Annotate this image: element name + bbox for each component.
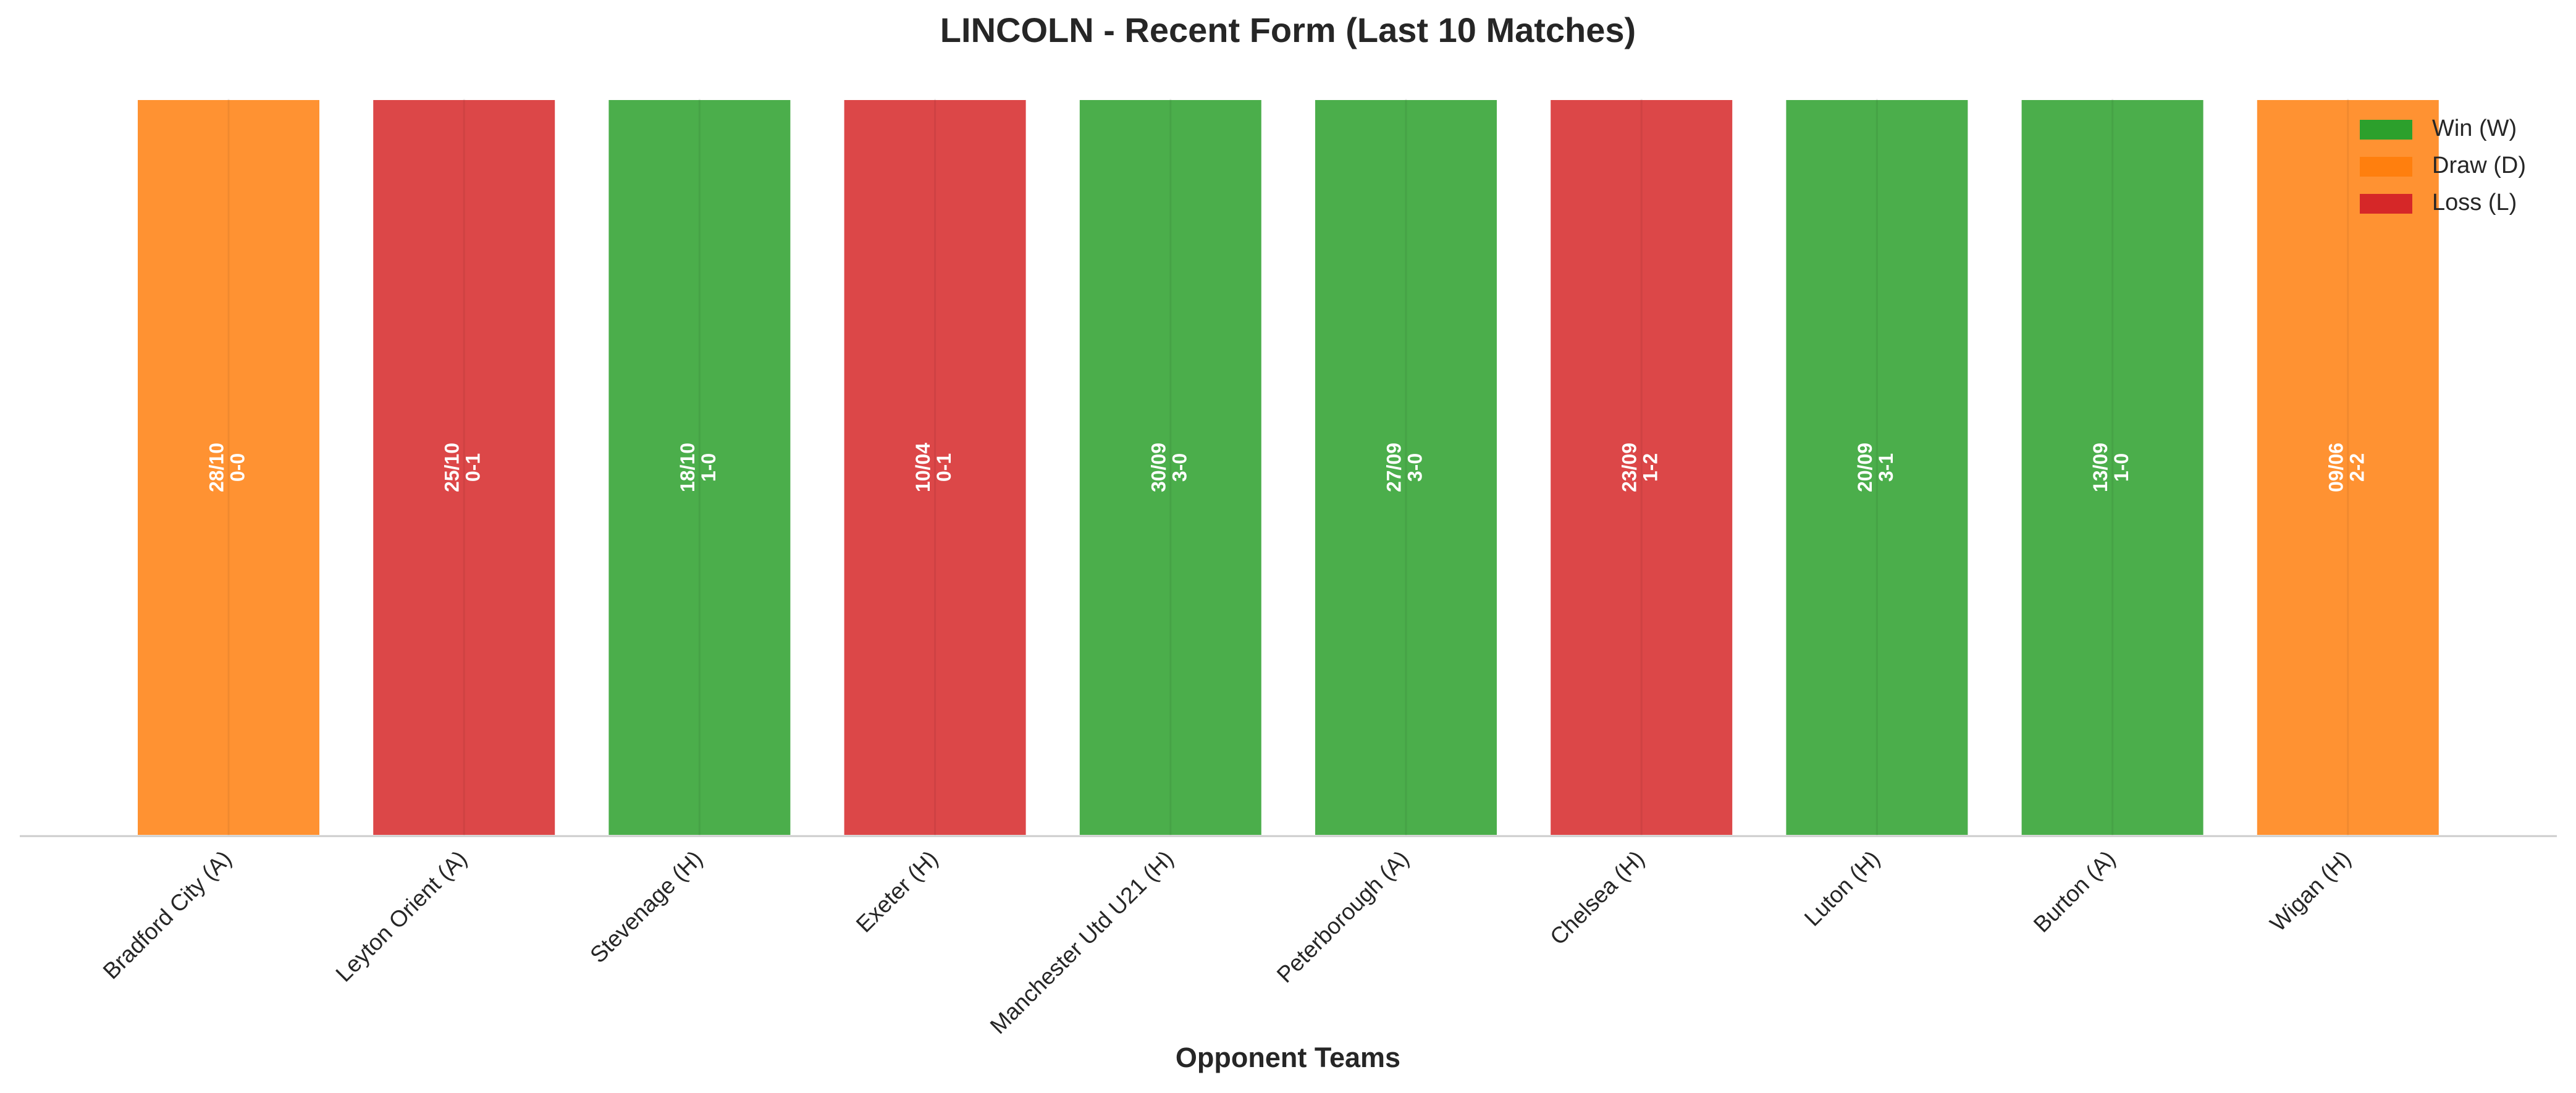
x-tick-label: Burton (A) — [2029, 846, 2120, 937]
bar-date: 30/09 — [1147, 443, 1169, 492]
legend-label: Loss (L) — [2432, 190, 2517, 216]
bar-score: 0-0 — [226, 453, 248, 482]
bar-label: 13/091-0 — [2089, 443, 2132, 492]
x-tick-label: Manchester Utd U21 (H) — [985, 846, 1179, 1039]
bar-date: 20/09 — [1854, 443, 1876, 492]
bar-label: 18/101-0 — [676, 443, 720, 492]
legend-swatch — [2360, 120, 2412, 140]
bar — [135, 98, 322, 837]
bar-score: 1-0 — [697, 453, 720, 482]
bar-score: 1-2 — [1639, 453, 1662, 482]
bar — [371, 98, 558, 837]
bar-date: 27/09 — [1383, 443, 1405, 492]
bar-score: 0-1 — [933, 453, 955, 482]
legend-swatch — [2360, 157, 2412, 177]
bar-score: 3-1 — [1875, 453, 1897, 482]
bar-label: 27/093-0 — [1383, 443, 1426, 492]
bar-date: 10/04 — [912, 443, 934, 492]
bar-date: 13/09 — [2089, 443, 2111, 492]
bar — [2019, 98, 2206, 837]
bar-label: 23/091-2 — [1618, 443, 1662, 492]
bar-label: 20/093-1 — [1854, 443, 1897, 492]
bar — [1077, 98, 1264, 837]
x-tick-label: Leyton Orient (A) — [331, 846, 472, 987]
bar-date: 18/10 — [676, 443, 699, 492]
legend-swatch — [2360, 194, 2412, 214]
bar-label: 25/100-1 — [441, 443, 484, 492]
x-tick-label: Exeter (H) — [851, 846, 943, 937]
bar-score: 3-0 — [1168, 453, 1190, 482]
bar-label: 09/062-2 — [2325, 443, 2368, 492]
x-tick-label: Luton (H) — [1799, 846, 1885, 931]
bar-score: 0-1 — [462, 453, 484, 482]
bar-score: 3-0 — [1404, 453, 1426, 482]
x-tick-label: Peterborough (A) — [1272, 846, 1414, 988]
bar-label: 28/100-0 — [205, 443, 248, 492]
bar-label: 30/093-0 — [1147, 443, 1190, 492]
x-tick-label: Wigan (H) — [2265, 846, 2356, 937]
bar — [606, 98, 793, 837]
x-axis-label: Opponent Teams — [1176, 1042, 1400, 1073]
chart-title: LINCOLN - Recent Form (Last 10 Matches) — [940, 10, 1636, 49]
bar-label: 10/040-1 — [912, 443, 955, 492]
bar — [1783, 98, 1971, 837]
bar-score: 1-0 — [2110, 453, 2132, 482]
legend-label: Win (W) — [2432, 115, 2517, 141]
legend-label: Draw (D) — [2432, 153, 2526, 178]
x-tick-label: Bradford City (A) — [98, 846, 237, 984]
x-tick-label: Chelsea (H) — [1545, 846, 1649, 950]
bar-score: 2-2 — [2346, 453, 2368, 482]
bar — [1313, 98, 1499, 837]
bar-date: 09/06 — [2325, 443, 2347, 492]
x-tick-label: Stevenage (H) — [585, 846, 707, 968]
bar — [1548, 98, 1735, 837]
bar-date: 28/10 — [205, 443, 227, 492]
bar-date: 23/09 — [1618, 443, 1641, 492]
bar-date: 25/10 — [441, 443, 463, 492]
